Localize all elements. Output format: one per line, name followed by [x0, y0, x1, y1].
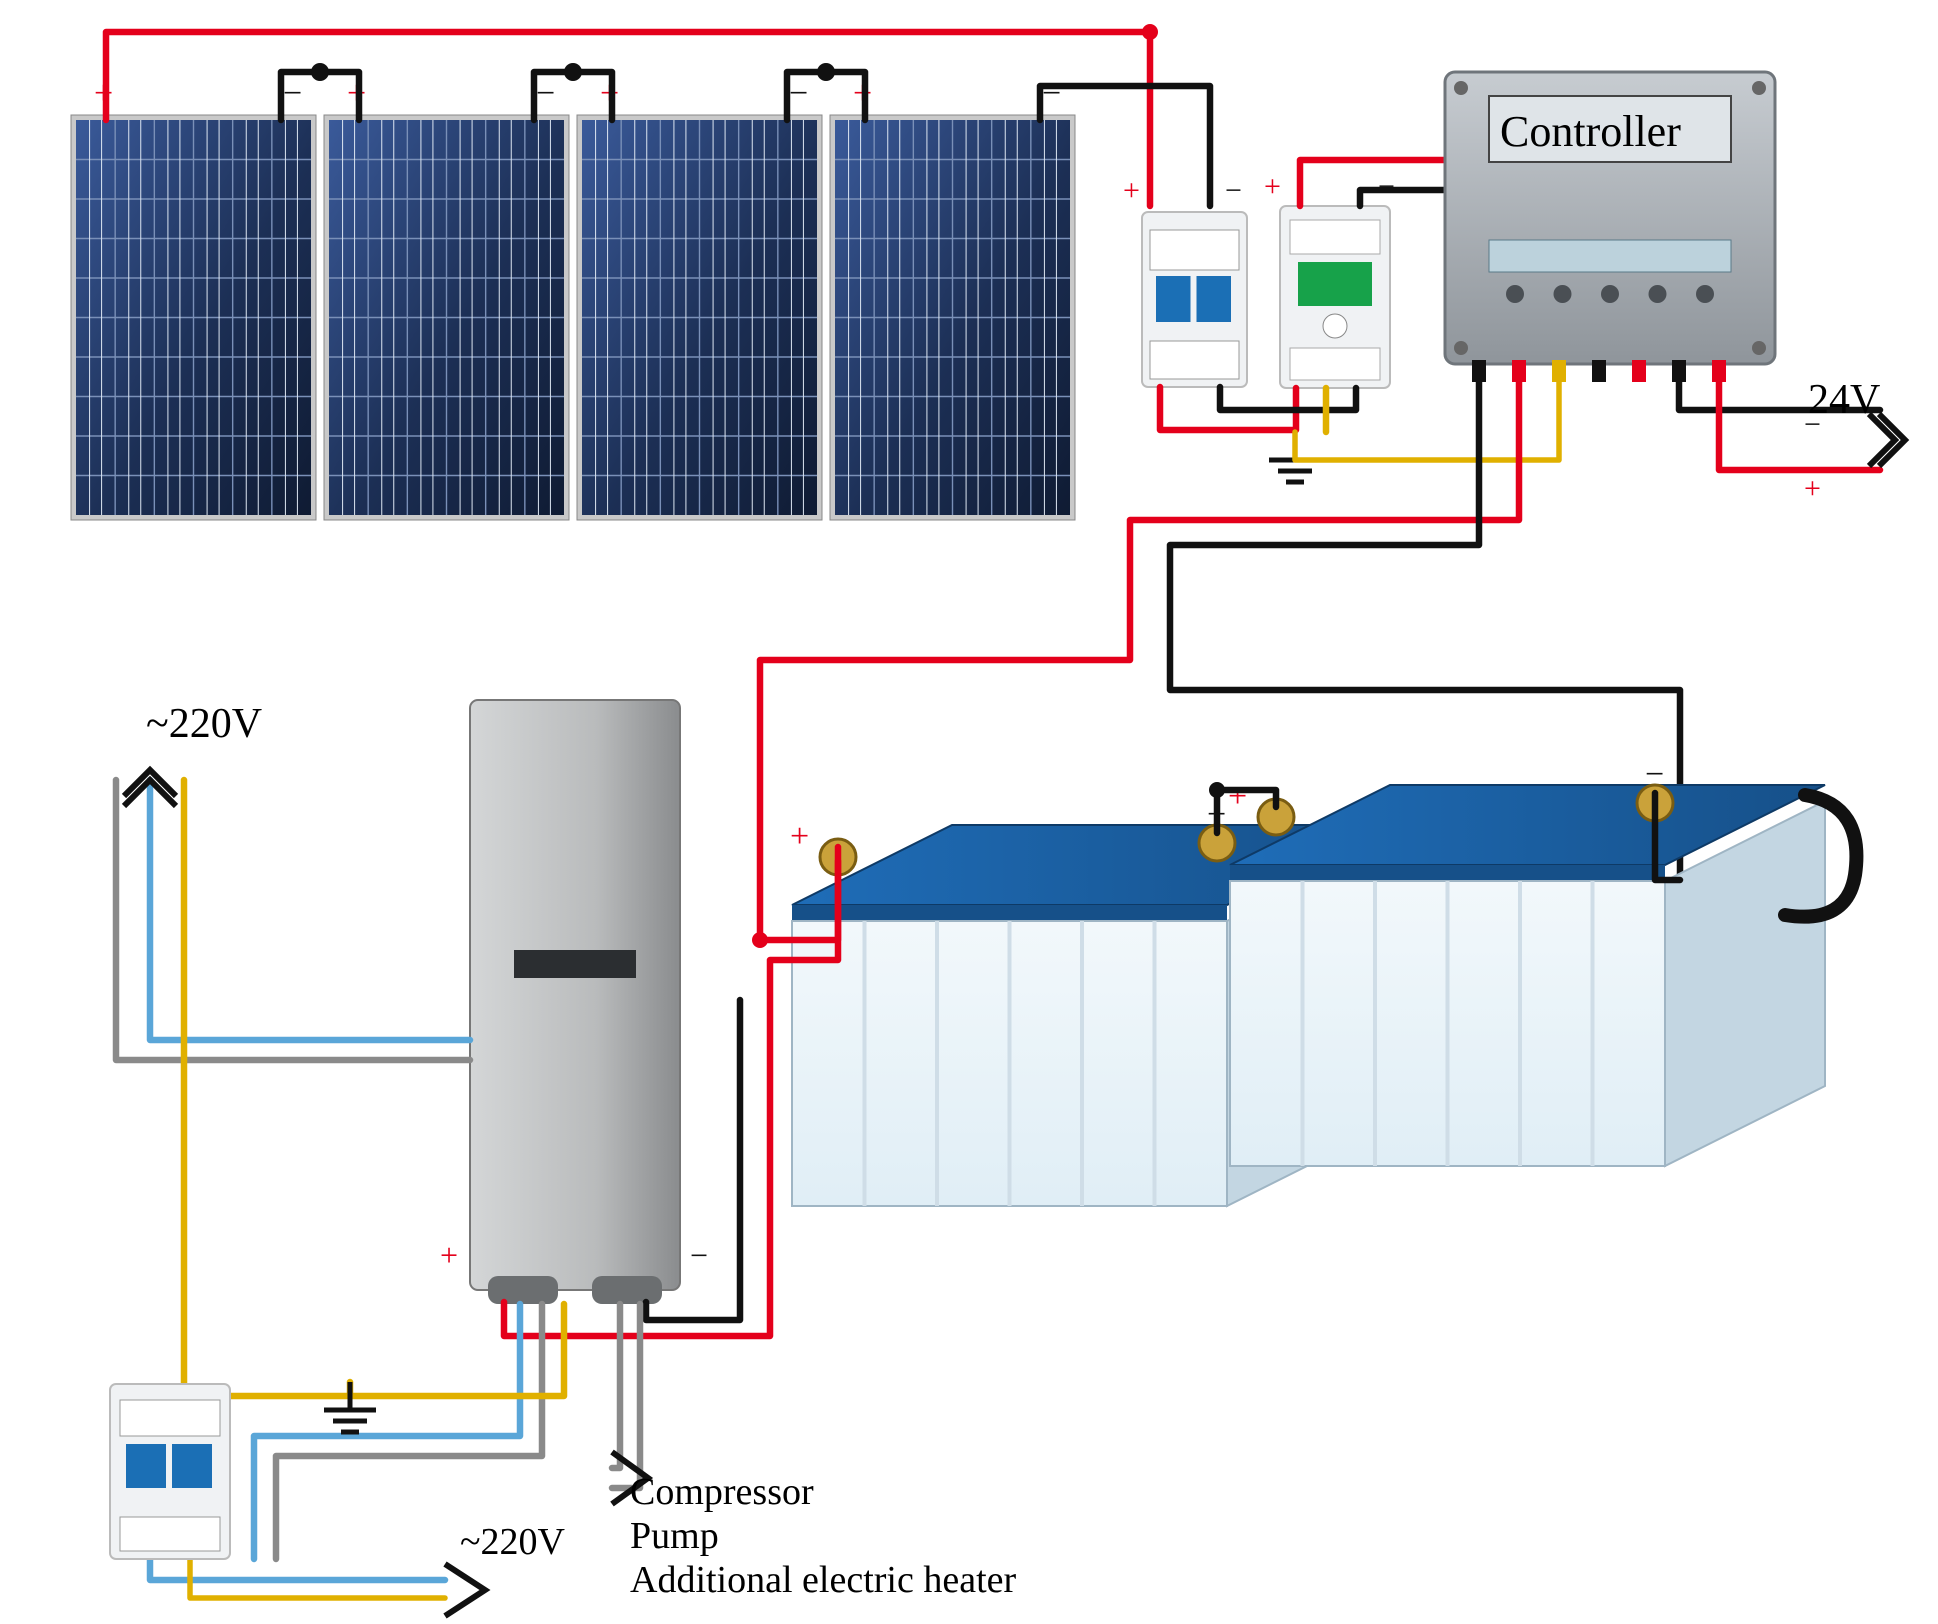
- svg-text:+: +: [790, 818, 809, 855]
- svg-text:−: −: [1225, 174, 1242, 207]
- svg-text:+: +: [1228, 778, 1247, 815]
- svg-text:−: −: [1378, 170, 1395, 203]
- svg-text:+: +: [440, 1237, 458, 1273]
- svg-text:+: +: [1264, 170, 1281, 203]
- controller-label: Controller: [1500, 106, 1681, 157]
- load-pump: Pump: [630, 1514, 719, 1558]
- diagram-stage: +−+−+−+−+−+−−++−+−+− Controller 24V ~220…: [0, 0, 1938, 1624]
- diagram-svg: +−+−+−+−+−+−−++−+−+−: [0, 0, 1938, 1624]
- svg-text:−: −: [1645, 756, 1664, 793]
- load-compressor: Compressor: [630, 1470, 814, 1514]
- label-24v: 24V: [1808, 376, 1880, 424]
- label-220v-bot: ~220V: [460, 1520, 565, 1564]
- svg-text:−: −: [536, 75, 555, 112]
- svg-text:−: −: [283, 75, 302, 112]
- svg-text:−: −: [1042, 75, 1061, 112]
- svg-text:−: −: [789, 75, 808, 112]
- svg-text:+: +: [1804, 472, 1821, 505]
- svg-text:−: −: [690, 1237, 708, 1273]
- load-heater: Additional electric heater: [630, 1558, 1016, 1602]
- label-220v-top: ~220V: [146, 700, 262, 748]
- svg-text:+: +: [1123, 174, 1140, 207]
